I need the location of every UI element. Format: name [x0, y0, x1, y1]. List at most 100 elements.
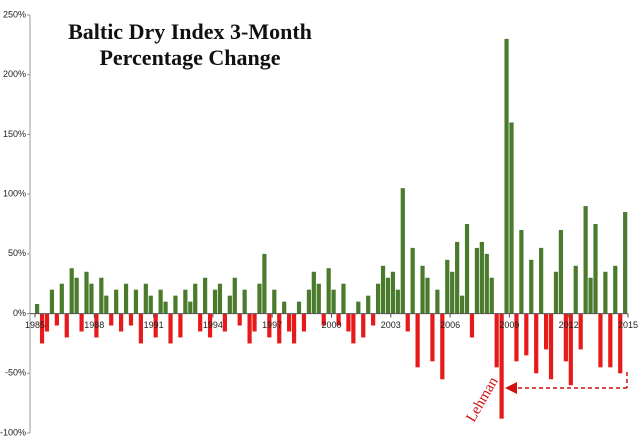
x-tick-label: 1988: [84, 320, 104, 330]
bar: [583, 206, 588, 314]
bar: [64, 313, 69, 338]
bar: [173, 295, 178, 314]
bar: [380, 265, 386, 314]
bar: [608, 313, 613, 368]
bar: [558, 229, 564, 314]
bar: [143, 283, 148, 314]
y-tick-label: 250%: [3, 9, 26, 19]
bar: [277, 313, 282, 344]
bar: [247, 313, 252, 344]
bar: [188, 301, 193, 314]
bar: [440, 313, 445, 380]
bar: [474, 247, 480, 314]
bar: [410, 247, 415, 314]
bar: [49, 289, 55, 314]
bar: [504, 38, 509, 314]
bar: [203, 277, 208, 314]
bar: [114, 289, 119, 314]
bar: [568, 313, 573, 386]
bar: [351, 313, 356, 344]
x-tick-label: 2009: [499, 320, 519, 330]
bar: [573, 265, 578, 314]
y-tick-label: -50%: [5, 368, 26, 378]
bar: [459, 295, 465, 314]
bar: [168, 313, 173, 344]
bar: [267, 313, 272, 338]
annotation: Lehman: [463, 374, 502, 425]
bar: [321, 313, 326, 326]
bar: [69, 268, 74, 314]
bar: [529, 259, 534, 314]
bar: [455, 241, 460, 314]
bar: [128, 313, 134, 326]
bar: [331, 289, 336, 314]
bar: [346, 313, 351, 332]
bar: [543, 313, 549, 350]
bar: [178, 313, 183, 338]
bar: [287, 313, 292, 332]
bar: [361, 313, 366, 338]
bar: [272, 289, 277, 314]
bar: [336, 313, 341, 326]
x-tick-label: 2015: [618, 320, 638, 330]
bar: [227, 295, 232, 314]
bar: [123, 283, 129, 314]
bar: [79, 313, 84, 332]
bar: [54, 313, 59, 326]
bar: [400, 188, 405, 314]
bar: [484, 253, 489, 314]
chart-title: Baltic Dry Index 3-Month: [68, 19, 312, 44]
y-tick-label: 50%: [8, 248, 26, 258]
bar: [252, 313, 257, 332]
bar: [435, 289, 440, 314]
bar: [623, 212, 628, 314]
bar: [89, 283, 94, 314]
bar: [464, 224, 470, 314]
y-tick-label: 0%: [13, 308, 26, 318]
bar: [385, 277, 391, 314]
bar: [99, 277, 104, 314]
bar: [84, 271, 89, 314]
bar: [35, 304, 40, 314]
bar: [469, 313, 475, 338]
bar: [104, 295, 109, 314]
bar: [163, 301, 168, 314]
bar: [514, 313, 519, 362]
bar: [301, 313, 307, 332]
bar: [593, 224, 598, 314]
bar: [366, 295, 371, 314]
x-tick-label: 2006: [440, 320, 460, 330]
bar: [39, 313, 45, 344]
bar: [489, 277, 494, 314]
bar: [375, 283, 381, 314]
bar: [282, 301, 287, 314]
bar: [578, 313, 583, 350]
bar: [183, 289, 188, 314]
bar: [405, 313, 410, 332]
bar: [371, 313, 376, 326]
x-tick-label: 2000: [321, 320, 341, 330]
bar: [390, 271, 396, 314]
bar: [618, 313, 623, 374]
bar: [415, 313, 420, 368]
bar: [420, 265, 425, 314]
bar: [193, 283, 198, 314]
annotation-arrow: [505, 372, 628, 394]
y-tick-label: 100%: [3, 189, 26, 199]
bar: [198, 313, 203, 332]
x-tick-label: 1997: [262, 320, 282, 330]
bar: [509, 122, 514, 314]
bar: [242, 289, 247, 314]
x-tick-label: 1994: [203, 320, 223, 330]
bar: [207, 313, 213, 338]
bar: [296, 301, 302, 314]
bar: [291, 313, 297, 344]
x-tick-label: 2003: [381, 320, 401, 330]
chart-title: Percentage Change: [99, 45, 280, 70]
bar: [326, 268, 331, 314]
y-tick-label: 200%: [3, 69, 26, 79]
x-tick-label: 1991: [144, 320, 164, 330]
bar: [44, 313, 50, 332]
bar: [534, 313, 539, 374]
bar: [445, 259, 450, 314]
